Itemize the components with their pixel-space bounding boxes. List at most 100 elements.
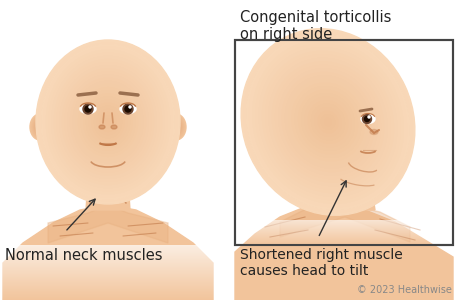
Ellipse shape: [99, 125, 105, 129]
Ellipse shape: [111, 125, 117, 129]
Ellipse shape: [364, 116, 369, 122]
Ellipse shape: [293, 85, 362, 159]
Ellipse shape: [249, 37, 406, 207]
Ellipse shape: [56, 63, 159, 181]
Ellipse shape: [241, 29, 414, 215]
Ellipse shape: [129, 106, 131, 108]
Polygon shape: [344, 170, 361, 207]
Ellipse shape: [246, 35, 408, 209]
Ellipse shape: [83, 104, 93, 114]
Ellipse shape: [257, 141, 271, 157]
Polygon shape: [8, 211, 207, 278]
Ellipse shape: [41, 44, 174, 200]
Ellipse shape: [37, 123, 43, 131]
Ellipse shape: [253, 135, 276, 162]
Ellipse shape: [262, 51, 392, 193]
Ellipse shape: [261, 145, 268, 153]
Ellipse shape: [89, 106, 91, 108]
Ellipse shape: [321, 115, 334, 129]
Ellipse shape: [301, 94, 353, 150]
Polygon shape: [304, 170, 374, 210]
Ellipse shape: [308, 101, 347, 143]
Polygon shape: [8, 209, 207, 276]
Ellipse shape: [174, 126, 177, 128]
Ellipse shape: [36, 122, 44, 132]
Ellipse shape: [316, 110, 339, 134]
Ellipse shape: [265, 55, 389, 189]
Ellipse shape: [258, 47, 397, 196]
Ellipse shape: [291, 83, 363, 161]
Ellipse shape: [325, 119, 330, 125]
Ellipse shape: [88, 99, 128, 145]
Ellipse shape: [360, 115, 374, 124]
Ellipse shape: [39, 43, 177, 201]
Ellipse shape: [269, 60, 385, 184]
Ellipse shape: [243, 32, 411, 212]
Ellipse shape: [51, 56, 164, 188]
Ellipse shape: [97, 110, 118, 134]
Ellipse shape: [35, 121, 45, 134]
Ellipse shape: [31, 115, 49, 139]
Ellipse shape: [73, 81, 143, 163]
Ellipse shape: [362, 115, 371, 124]
Ellipse shape: [298, 91, 356, 153]
Polygon shape: [8, 210, 207, 277]
Ellipse shape: [62, 70, 154, 175]
Ellipse shape: [82, 92, 134, 152]
Ellipse shape: [123, 104, 133, 114]
Ellipse shape: [167, 115, 185, 139]
Polygon shape: [8, 206, 207, 273]
Polygon shape: [48, 205, 168, 243]
Ellipse shape: [173, 123, 179, 131]
Ellipse shape: [278, 69, 376, 175]
Ellipse shape: [255, 138, 274, 160]
Ellipse shape: [324, 118, 330, 125]
Ellipse shape: [275, 66, 379, 178]
Ellipse shape: [285, 76, 370, 168]
Ellipse shape: [89, 100, 127, 144]
Ellipse shape: [318, 111, 337, 133]
Ellipse shape: [272, 62, 383, 182]
Polygon shape: [8, 214, 207, 281]
Ellipse shape: [39, 126, 41, 128]
Ellipse shape: [65, 72, 151, 172]
Ellipse shape: [252, 41, 403, 203]
Ellipse shape: [62, 69, 153, 175]
Ellipse shape: [38, 124, 42, 130]
Ellipse shape: [310, 103, 345, 141]
Ellipse shape: [44, 47, 172, 197]
Ellipse shape: [96, 109, 119, 135]
Ellipse shape: [257, 139, 273, 158]
Ellipse shape: [34, 119, 46, 135]
Ellipse shape: [67, 76, 148, 168]
Ellipse shape: [171, 121, 180, 134]
Polygon shape: [8, 217, 207, 284]
Polygon shape: [235, 204, 452, 300]
Ellipse shape: [93, 106, 122, 138]
Ellipse shape: [120, 104, 136, 113]
Ellipse shape: [252, 41, 403, 203]
Polygon shape: [8, 220, 207, 286]
Ellipse shape: [76, 85, 140, 159]
Ellipse shape: [260, 143, 269, 154]
Ellipse shape: [79, 89, 136, 155]
Ellipse shape: [53, 60, 162, 184]
Text: Congenital torticollis
on right side: Congenital torticollis on right side: [240, 10, 391, 42]
Ellipse shape: [262, 146, 267, 152]
Ellipse shape: [65, 73, 151, 171]
Ellipse shape: [33, 118, 47, 136]
Ellipse shape: [249, 38, 405, 206]
Polygon shape: [8, 207, 207, 274]
Ellipse shape: [49, 53, 167, 190]
Ellipse shape: [81, 91, 134, 153]
Ellipse shape: [246, 34, 409, 210]
Ellipse shape: [30, 114, 50, 140]
Ellipse shape: [174, 124, 178, 130]
Ellipse shape: [80, 104, 96, 113]
Ellipse shape: [105, 119, 111, 125]
Ellipse shape: [57, 63, 158, 181]
Ellipse shape: [301, 94, 353, 150]
Polygon shape: [8, 216, 207, 283]
Ellipse shape: [92, 103, 124, 141]
Ellipse shape: [73, 82, 142, 161]
